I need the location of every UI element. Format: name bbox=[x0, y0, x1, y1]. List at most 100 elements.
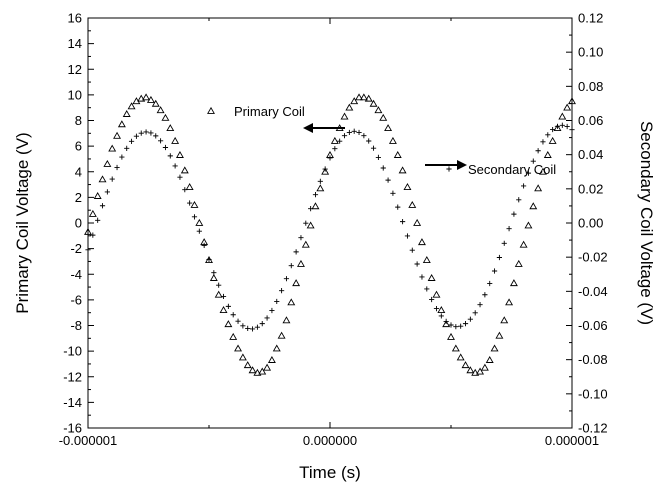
y-right-tick-label: -0.02 bbox=[578, 250, 608, 265]
primary-coil-point bbox=[277, 331, 286, 339]
y-right-tick-label: 0.02 bbox=[578, 181, 603, 196]
y-left-tick-label: -16 bbox=[63, 421, 82, 436]
secondary-coil-point bbox=[390, 190, 396, 196]
secondary-coil-point bbox=[433, 305, 440, 312]
y-right-tick-label: 0.12 bbox=[578, 11, 603, 26]
secondary-coil-point bbox=[429, 296, 435, 303]
primary-coil-point bbox=[321, 167, 330, 175]
secondary-coil-point bbox=[119, 154, 125, 160]
secondary-coil-point bbox=[424, 286, 430, 292]
y-right-tick-label: 0.08 bbox=[578, 79, 603, 94]
secondary-coil-point bbox=[467, 316, 473, 322]
primary-coil-point bbox=[408, 200, 417, 208]
series-layer bbox=[84, 93, 576, 376]
y-left-tick-label: -6 bbox=[70, 292, 82, 307]
secondary-coil-point bbox=[317, 178, 323, 184]
secondary-coil-point bbox=[279, 288, 285, 294]
y-left-tick-label: -2 bbox=[70, 241, 82, 256]
secondary-coil-point bbox=[477, 302, 483, 308]
primary-coil-point bbox=[316, 184, 325, 192]
primary-coil-point bbox=[447, 332, 455, 340]
secondary-coil-point bbox=[303, 220, 309, 226]
plot-border bbox=[87, 17, 573, 429]
primary-coil-point bbox=[103, 159, 112, 167]
primary-coil-point bbox=[301, 240, 310, 248]
primary-coil-point bbox=[548, 136, 557, 144]
primary-coil-point bbox=[311, 202, 320, 210]
primary-coil-point bbox=[234, 344, 243, 352]
secondary-coil-point bbox=[288, 263, 294, 269]
primary-coil-point bbox=[137, 94, 146, 102]
primary-coil-point bbox=[379, 113, 388, 121]
primary-coil-point bbox=[93, 191, 102, 199]
primary-coil-point bbox=[422, 256, 431, 264]
secondary-coil-point bbox=[99, 203, 106, 209]
x-tick-label: -0.000001 bbox=[59, 433, 118, 448]
primary-coil-point bbox=[568, 97, 576, 105]
secondary-coil-point bbox=[128, 138, 135, 144]
secondary-coil-point bbox=[109, 176, 115, 182]
secondary-coil-point bbox=[569, 127, 575, 133]
primary-coil-point bbox=[287, 298, 296, 306]
primary-coil-point bbox=[509, 279, 518, 287]
primary-coil-point bbox=[98, 175, 107, 183]
secondary-coil-point bbox=[496, 254, 502, 261]
primary-coil-point bbox=[490, 344, 499, 352]
secondary-coil-point bbox=[448, 322, 454, 328]
secondary-coil-point bbox=[409, 247, 415, 253]
primary-coil-point bbox=[296, 259, 305, 267]
secondary-coil-point bbox=[167, 153, 173, 159]
secondary-coil-point bbox=[274, 298, 280, 305]
y-left-tick-label: 12 bbox=[68, 62, 82, 77]
secondary-coil-point bbox=[540, 139, 546, 145]
y-right-tick-label: -0.04 bbox=[578, 284, 608, 299]
secondary-coil-point bbox=[530, 158, 536, 164]
primary-coil-point bbox=[471, 368, 480, 376]
y-left-tick-label: 14 bbox=[68, 36, 82, 51]
secondary-coil-point bbox=[453, 324, 459, 330]
secondary-coil-point bbox=[220, 293, 227, 300]
secondary-coil-point bbox=[446, 166, 452, 172]
primary-coil-point bbox=[214, 290, 223, 298]
secondary-coil-point bbox=[308, 206, 314, 212]
secondary-coil-point bbox=[182, 187, 188, 193]
primary-coil-point bbox=[427, 273, 436, 281]
secondary-coil-point bbox=[332, 146, 338, 152]
secondary-coil-point bbox=[375, 154, 381, 160]
secondary-coil-point bbox=[322, 166, 328, 172]
y-left-tick-label: -8 bbox=[70, 318, 82, 333]
secondary-coil-point bbox=[235, 318, 241, 324]
y-right-tick-label: 0.04 bbox=[578, 147, 603, 162]
y-left-tick-label: 10 bbox=[68, 87, 82, 102]
primary-coil-point bbox=[224, 320, 233, 328]
secondary-coil-point bbox=[501, 240, 507, 246]
y-left-tick-label: -4 bbox=[70, 267, 82, 282]
primary-coil-point bbox=[238, 353, 247, 361]
secondary-coil-point bbox=[177, 174, 183, 180]
secondary-coil-point bbox=[521, 183, 527, 189]
primary-coil-point bbox=[345, 103, 354, 111]
y-left-tick-label: 16 bbox=[68, 11, 82, 26]
primary-coil-point bbox=[442, 320, 451, 328]
primary-coil-point bbox=[166, 124, 175, 132]
y-right-axis-title: Secondary Coil Voltage (V) bbox=[637, 121, 656, 325]
legend-secondary-arrow-head bbox=[457, 160, 467, 170]
legend: Primary Coil Secondary Coil bbox=[207, 104, 556, 177]
primary-coil-point bbox=[451, 344, 460, 352]
primary-coil-point bbox=[306, 221, 315, 229]
legend-primary-arrow-head bbox=[303, 123, 313, 133]
y-left-tick-label: -14 bbox=[63, 395, 82, 410]
y-right-tick-label: -0.06 bbox=[578, 318, 608, 333]
secondary-coil-point bbox=[458, 323, 464, 329]
secondary-coil-point bbox=[414, 261, 420, 267]
primary-coil-point bbox=[84, 227, 92, 235]
y-right-tick-label: 0.00 bbox=[578, 216, 603, 231]
primary-coil-point bbox=[151, 99, 160, 107]
primary-coil-point bbox=[543, 150, 552, 158]
secondary-coil-point bbox=[196, 228, 202, 234]
secondary-coil-point bbox=[491, 268, 498, 274]
secondary-coil-point bbox=[153, 133, 159, 139]
secondary-coil-point bbox=[240, 323, 246, 329]
primary-coil-series bbox=[84, 93, 576, 376]
